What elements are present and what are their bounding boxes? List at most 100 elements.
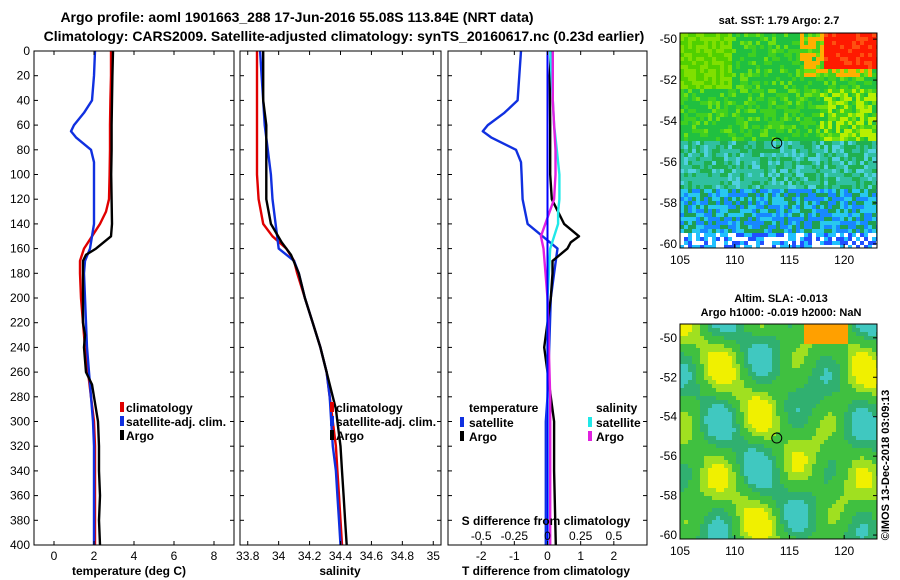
- map-cell: [824, 452, 828, 456]
- map-cell: [680, 472, 684, 476]
- map-cell: [808, 137, 812, 141]
- map-cell: [724, 205, 728, 209]
- map-cell: [712, 197, 716, 201]
- map-cell: [768, 340, 772, 344]
- map-cell: [784, 201, 788, 205]
- map-cell: [848, 348, 852, 352]
- map-cell: [720, 400, 724, 404]
- map-cell: [744, 484, 748, 488]
- map-cell: [724, 360, 728, 364]
- map-cell: [776, 145, 780, 149]
- map-cell: [716, 61, 720, 65]
- map-cell: [700, 476, 704, 480]
- map-cell: [720, 440, 724, 444]
- map-cell: [724, 133, 728, 137]
- map-cell: [684, 49, 688, 53]
- map-cell: [836, 97, 840, 101]
- map-cell: [724, 444, 728, 448]
- map-cell: [768, 161, 772, 165]
- map-cell: [824, 472, 828, 476]
- map-cell: [708, 233, 712, 237]
- map-cell: [720, 113, 724, 117]
- map-cell: [696, 452, 700, 456]
- map-cell: [868, 45, 872, 49]
- map-cell: [832, 241, 836, 245]
- map-cell: [784, 400, 788, 404]
- map-cell: [760, 181, 764, 185]
- map-cell: [832, 396, 836, 400]
- map-cell: [840, 165, 844, 169]
- map-cell: [712, 476, 716, 480]
- map-cell: [688, 201, 692, 205]
- map-cell: [688, 396, 692, 400]
- map-cell: [756, 444, 760, 448]
- map-cell: [764, 444, 768, 448]
- map-cell: [708, 245, 712, 248]
- map-cell: [692, 384, 696, 388]
- map-cell: [796, 121, 800, 125]
- map-cell: [800, 113, 804, 117]
- map-cell: [712, 392, 716, 396]
- map-cell: [800, 77, 804, 81]
- map-cell: [740, 113, 744, 117]
- map-cell: [804, 424, 808, 428]
- map-cell: [816, 348, 820, 352]
- map-cell: [800, 440, 804, 444]
- map-cell: [764, 384, 768, 388]
- map-cell: [784, 432, 788, 436]
- map-cell: [744, 456, 748, 460]
- map-cell: [872, 460, 876, 464]
- map-cell: [688, 65, 692, 69]
- map-cell: [844, 436, 848, 440]
- map-cell: [744, 245, 748, 248]
- map-cell: [756, 69, 760, 73]
- map-cell: [692, 452, 696, 456]
- map-cell: [712, 193, 716, 197]
- map-cell: [688, 49, 692, 53]
- map-cell: [736, 105, 740, 109]
- map-cell: [792, 137, 796, 141]
- map-cell: [704, 93, 708, 97]
- map-cell: [756, 448, 760, 452]
- map-cell: [776, 412, 780, 416]
- map-cell: [864, 117, 868, 121]
- map-cell: [796, 468, 800, 472]
- map-cell: [680, 137, 684, 141]
- map-cell: [864, 468, 868, 472]
- map-cell: [816, 65, 820, 69]
- map-cell: [840, 344, 844, 348]
- map-cell: [784, 161, 788, 165]
- map-cell: [756, 217, 760, 221]
- map-cell: [764, 209, 768, 213]
- map-cell: [848, 109, 852, 113]
- map-cell: [752, 241, 756, 245]
- map-cell: [836, 169, 840, 173]
- map-cell: [732, 412, 736, 416]
- map-cell: [788, 73, 792, 77]
- map-cell: [804, 448, 808, 452]
- map-cell: [700, 213, 704, 217]
- map-cell: [784, 416, 788, 420]
- map-cell: [800, 468, 804, 472]
- map-cell: [732, 360, 736, 364]
- map-cell: [780, 372, 784, 376]
- map-cell: [836, 157, 840, 161]
- map-cell: [724, 117, 728, 121]
- map-cell: [712, 452, 716, 456]
- map-cell: [772, 201, 776, 205]
- map-cell: [764, 97, 768, 101]
- map-cell: [704, 61, 708, 65]
- map-cell: [816, 205, 820, 209]
- map-cell: [728, 165, 732, 169]
- map-cell: [780, 77, 784, 81]
- map-cell: [812, 89, 816, 93]
- map-cell: [756, 153, 760, 157]
- map-cell: [812, 33, 816, 37]
- map-cell: [772, 392, 776, 396]
- map-cell: [764, 189, 768, 193]
- map-cell: [852, 356, 856, 360]
- map-cell: [852, 388, 856, 392]
- map-cell: [760, 33, 764, 37]
- map-cell: [724, 61, 728, 65]
- map-cell: [760, 85, 764, 89]
